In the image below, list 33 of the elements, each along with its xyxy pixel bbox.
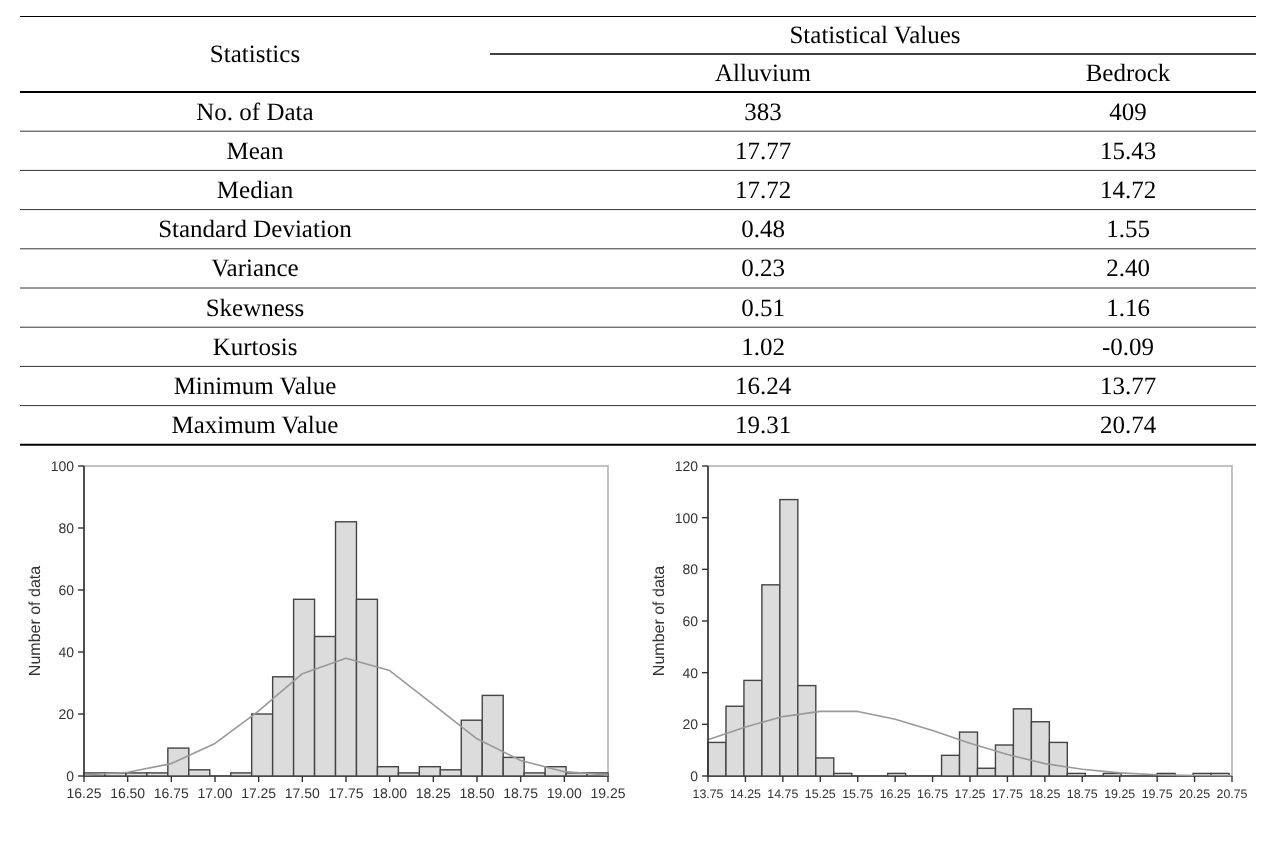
data-label: 1.02 (741, 332, 785, 361)
y-tick-label: Median (216, 176, 295, 204)
data-label: 0.51 (741, 293, 785, 322)
chart-title: Statistical Values (789, 21, 961, 49)
data-label: 17.72 (734, 176, 792, 204)
data-label: 1.55 (1106, 215, 1150, 244)
y-tick-label: Maximum Value (171, 411, 340, 440)
data-label: 383 (744, 97, 782, 126)
y-axis-title: Number of data (26, 564, 44, 677)
y-tick-label: Mean (226, 136, 285, 165)
data-label: 17.77 (734, 136, 792, 165)
data-label: -0.09 (1101, 332, 1155, 361)
data-label: 0.48 (741, 215, 785, 244)
y-tick-label: No. of Data (196, 97, 315, 126)
y-tick-label: Skewness (205, 293, 305, 322)
y-axis-title: Number of data (650, 564, 668, 677)
x-tick-label: Alluvium (715, 59, 812, 87)
data-label: 0.23 (741, 254, 785, 283)
y-axis-title: Statistics (209, 40, 301, 68)
y-tick-label: Kurtosis (212, 332, 298, 361)
data-label: 19.31 (734, 411, 792, 440)
data-label: 15.43 (1099, 136, 1157, 165)
data-label: 409 (1109, 97, 1147, 126)
data-label: 20.74 (1099, 411, 1158, 440)
data-label: 16.24 (734, 372, 793, 400)
y-tick-label: Minimum Value (173, 372, 338, 400)
data-label: 1.16 (1106, 293, 1150, 322)
data-label: 13.77 (1099, 372, 1157, 400)
y-tick-label: Variance (211, 254, 300, 283)
data-label: 2.40 (1106, 254, 1150, 283)
data-label: 14.72 (1099, 176, 1157, 204)
x-tick-label: Bedrock (1085, 59, 1172, 87)
y-tick-label: Standard Deviation (158, 215, 354, 244)
